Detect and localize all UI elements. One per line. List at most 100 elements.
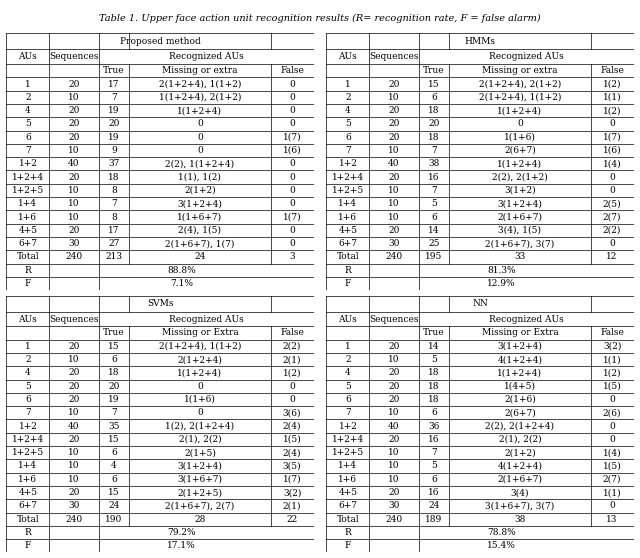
Text: 3(1+2): 3(1+2): [504, 186, 536, 195]
Text: 27: 27: [108, 239, 120, 248]
Text: 6: 6: [111, 355, 116, 364]
Text: Missing or extra: Missing or extra: [162, 66, 237, 75]
Text: 20: 20: [68, 106, 79, 115]
Text: 20: 20: [68, 368, 79, 377]
Text: 81.3%: 81.3%: [487, 266, 516, 275]
Text: 0: 0: [197, 146, 203, 155]
Text: 2(1+6+7), 2(7): 2(1+6+7), 2(7): [165, 502, 235, 511]
Text: 1+2: 1+2: [339, 422, 357, 431]
Text: 0: 0: [517, 119, 523, 128]
Text: NN: NN: [472, 299, 488, 308]
Text: 25: 25: [428, 239, 440, 248]
Text: Sequences: Sequences: [369, 315, 419, 324]
Text: 3(1+2+4): 3(1+2+4): [497, 342, 542, 351]
Text: 3(1+2+4): 3(1+2+4): [177, 461, 222, 470]
Text: 0: 0: [609, 239, 615, 248]
Text: 20: 20: [68, 80, 79, 89]
Text: 1(1): 1(1): [603, 355, 621, 364]
Text: 195: 195: [425, 252, 443, 261]
Text: Proposed method: Proposed method: [120, 37, 200, 46]
Text: 40: 40: [388, 422, 400, 431]
Text: 1+4: 1+4: [19, 461, 37, 470]
Text: 16: 16: [428, 435, 440, 444]
Text: 7: 7: [431, 146, 436, 155]
Text: 3(2): 3(2): [283, 488, 301, 497]
Text: 20: 20: [388, 488, 399, 497]
Text: 189: 189: [426, 514, 442, 523]
Text: 2(1+6): 2(1+6): [504, 395, 536, 404]
Text: 1+6: 1+6: [339, 213, 357, 222]
Text: 3(1+6+7), 3(7): 3(1+6+7), 3(7): [485, 502, 555, 511]
Text: 2: 2: [25, 355, 31, 364]
Text: 2: 2: [345, 93, 351, 102]
Text: 22: 22: [287, 514, 298, 523]
Text: 2(1+2+4), 1(1+2): 2(1+2+4), 1(1+2): [159, 80, 241, 89]
Text: 1(4+5): 1(4+5): [504, 382, 536, 391]
Text: False: False: [280, 329, 304, 338]
Text: 20: 20: [388, 133, 399, 142]
Text: 10: 10: [388, 213, 400, 222]
Text: 10: 10: [388, 461, 400, 470]
Text: 1+6: 1+6: [339, 475, 357, 484]
Text: 20: 20: [388, 368, 399, 377]
Text: 15.4%: 15.4%: [487, 541, 516, 550]
Text: Missing or Extra: Missing or Extra: [161, 329, 238, 338]
Text: 20: 20: [388, 435, 399, 444]
Text: 79.2%: 79.2%: [167, 528, 196, 537]
Text: 1+2+5: 1+2+5: [12, 186, 44, 195]
Text: 4: 4: [111, 461, 116, 470]
Text: 3(5): 3(5): [283, 461, 301, 470]
Text: False: False: [600, 329, 624, 338]
Text: 6: 6: [345, 395, 351, 404]
Text: 4: 4: [345, 368, 351, 377]
Text: Total: Total: [17, 514, 39, 523]
Text: 2(1+6+7), 1(7): 2(1+6+7), 1(7): [165, 239, 235, 248]
Text: True: True: [103, 66, 125, 75]
Text: 0: 0: [289, 239, 295, 248]
Text: 1+2+4: 1+2+4: [332, 172, 364, 181]
Text: F: F: [25, 279, 31, 288]
Text: 1(1+2+4): 1(1+2+4): [177, 368, 223, 377]
Text: 33: 33: [515, 252, 525, 261]
Text: 2(6): 2(6): [603, 408, 621, 417]
Text: 20: 20: [68, 435, 79, 444]
Text: 18: 18: [428, 106, 440, 115]
Text: 14: 14: [428, 226, 440, 235]
Text: 10: 10: [388, 186, 400, 195]
Text: 40: 40: [388, 160, 400, 169]
Text: 40: 40: [68, 422, 80, 431]
Text: 1(1): 1(1): [603, 488, 621, 497]
Text: 78.8%: 78.8%: [487, 528, 516, 537]
Text: 2: 2: [25, 93, 31, 102]
Text: 240: 240: [385, 514, 403, 523]
Text: 1+2: 1+2: [19, 160, 37, 169]
Text: Sequences: Sequences: [49, 315, 99, 324]
Text: 4: 4: [25, 106, 31, 115]
Text: 1(1+2+4), 2(1+2): 1(1+2+4), 2(1+2): [159, 93, 241, 102]
Text: F: F: [345, 279, 351, 288]
Text: 5: 5: [345, 382, 351, 391]
Text: 1(1+6): 1(1+6): [184, 395, 216, 404]
Text: 3(4), 1(5): 3(4), 1(5): [499, 226, 541, 235]
Text: 18: 18: [428, 133, 440, 142]
Text: 1(6): 1(6): [283, 146, 301, 155]
Text: 7: 7: [25, 408, 31, 417]
Text: 6+7: 6+7: [339, 239, 357, 248]
Text: 5: 5: [345, 119, 351, 128]
Text: 8: 8: [111, 186, 116, 195]
Text: 20: 20: [68, 172, 79, 181]
Text: 1(2), 2(1+2+4): 1(2), 2(1+2+4): [165, 422, 234, 431]
Text: 6+7: 6+7: [19, 239, 37, 248]
Text: AUs: AUs: [339, 315, 357, 324]
Text: 2(1+2+4): 2(1+2+4): [177, 355, 222, 364]
Text: 0: 0: [289, 172, 295, 181]
Text: 20: 20: [388, 382, 399, 391]
Text: 6: 6: [431, 475, 436, 484]
Text: F: F: [345, 541, 351, 550]
Text: 0: 0: [609, 172, 615, 181]
Text: 30: 30: [388, 239, 399, 248]
Text: 30: 30: [388, 502, 399, 511]
Text: 7: 7: [345, 146, 351, 155]
Text: 4(1+2+4): 4(1+2+4): [497, 355, 543, 364]
Text: 20: 20: [388, 226, 399, 235]
